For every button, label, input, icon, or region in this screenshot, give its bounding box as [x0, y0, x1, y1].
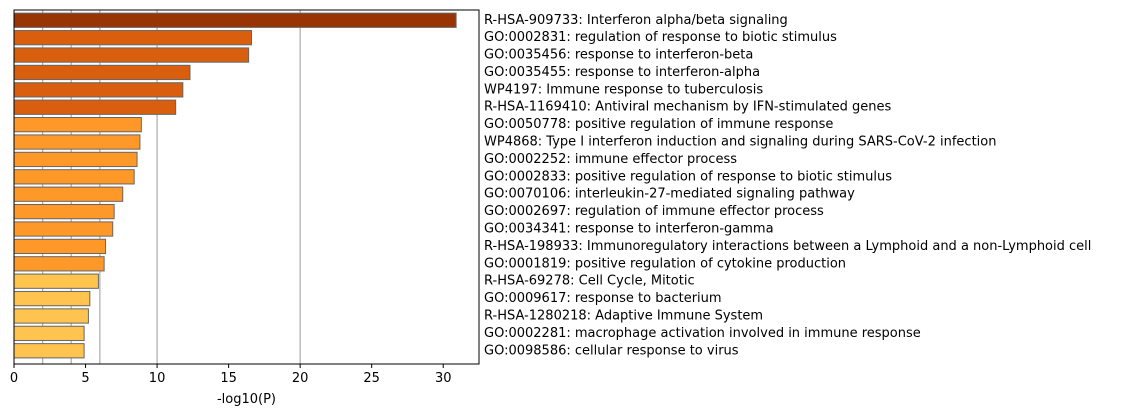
bar [13, 325, 85, 342]
bar [13, 30, 253, 46]
bar [13, 343, 85, 359]
category-label: GO:0050778: positive regulation of immun… [484, 117, 833, 132]
category-label: R-HSA-69278: Cell Cycle, Mitotic [484, 274, 695, 289]
bar [13, 256, 105, 272]
bar [13, 169, 135, 185]
x-tick-label: 20 [292, 371, 309, 386]
bar [13, 82, 184, 98]
bar [13, 47, 250, 63]
category-label: R-HSA-1280218: Adaptive Immune System [484, 308, 763, 323]
category-label: GO:0098586: cellular response to virus [484, 343, 739, 358]
bar [13, 117, 142, 133]
category-label: R-HSA-198933: Immunoregulatory interacti… [484, 239, 1091, 254]
x-tick-label: 15 [220, 371, 237, 386]
x-tick-label: 10 [149, 371, 166, 386]
category-label: GO:0002697: regulation of immune effecto… [484, 204, 824, 219]
bar [13, 203, 115, 220]
x-tick-label: 30 [435, 371, 452, 386]
category-label: GO:0009617: response to bacterium [484, 291, 722, 306]
category-label: GO:0001819: positive regulation of cytok… [484, 256, 846, 271]
bar [13, 99, 177, 115]
plot-frame [13, 9, 480, 365]
category-label: WP4868: Type I interferon induction and … [484, 135, 996, 150]
bar [13, 290, 91, 307]
bars [13, 12, 457, 359]
category-label: GO:0035455: response to interferon-alpha [484, 65, 760, 80]
category-labels: R-HSA-909733: Interferon alpha/beta sign… [484, 13, 1091, 359]
category-label: GO:0002252: immune effector process [484, 152, 737, 167]
bar [13, 64, 191, 81]
x-tick-label: 5 [81, 371, 89, 386]
category-label: R-HSA-1169410: Antiviral mechanism by IF… [484, 100, 892, 115]
category-label: GO:0002281: macrophage activation involv… [484, 326, 921, 341]
x-tick-label: 25 [363, 371, 380, 386]
category-label: R-HSA-909733: Interferon alpha/beta sign… [484, 13, 788, 28]
bar [13, 238, 107, 255]
bar [13, 273, 99, 289]
x-axis-ticks: 0 5 10 15 20 25 30 [10, 364, 452, 386]
category-label: GO:0002831: regulation of response to bi… [484, 30, 837, 45]
x-axis-label: -log10(P) [217, 392, 276, 407]
category-label: GO:0034341: response to interferon-gamma [484, 222, 774, 237]
x-tick-label: 0 [10, 371, 18, 386]
bar [13, 186, 124, 202]
category-label: GO:0035456: response to interferon-beta [484, 48, 753, 63]
category-label: GO:0070106: interleukin-27-mediated sign… [484, 187, 855, 202]
bar [13, 134, 141, 150]
bar [13, 151, 138, 168]
category-label: WP4197: Immune response to tuberculosis [484, 82, 763, 97]
bar [13, 221, 114, 237]
bar [13, 308, 89, 324]
category-label: GO:0002833: positive regulation of respo… [484, 169, 892, 184]
bar [13, 12, 457, 28]
